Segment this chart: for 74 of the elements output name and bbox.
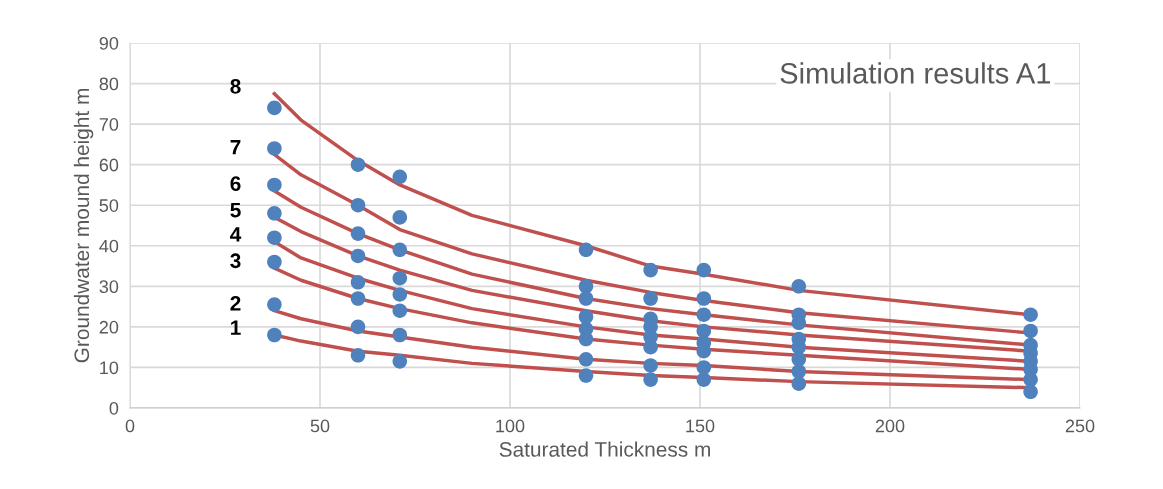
point: [267, 230, 282, 245]
point: [267, 141, 282, 156]
point: [392, 210, 408, 225]
point: [643, 372, 658, 387]
point: [1023, 384, 1038, 400]
point: [643, 291, 658, 306]
y-tick-label: 90: [99, 36, 119, 50]
point: [350, 274, 366, 290]
point: [392, 270, 408, 286]
series-label: 4: [230, 227, 242, 242]
point: [350, 347, 366, 363]
point: [696, 307, 712, 323]
point: [392, 169, 408, 185]
point: [578, 291, 594, 306]
point: [1023, 323, 1038, 339]
series-label: 3: [230, 253, 241, 269]
x-tick-label: 250: [1065, 419, 1095, 433]
point: [392, 242, 408, 258]
point: [267, 297, 282, 312]
point: [1023, 372, 1038, 387]
point: [696, 291, 712, 306]
x-tick-label: 0: [125, 419, 135, 433]
y-axis-title: Groundwater mound height m: [73, 89, 94, 363]
point: [267, 100, 282, 116]
point: [791, 279, 807, 294]
point: [392, 354, 408, 369]
point: [350, 157, 366, 172]
point: [350, 319, 366, 335]
point: [392, 287, 408, 302]
series-label: 1: [231, 320, 241, 335]
y-tick-label: 0: [109, 401, 119, 415]
point: [643, 262, 658, 278]
point: [267, 177, 282, 193]
series-label: 2: [230, 295, 241, 311]
y-tick-label: 30: [99, 280, 119, 294]
point: [392, 303, 408, 318]
x-tick-label: 100: [496, 419, 525, 433]
point: [578, 368, 594, 383]
point: [392, 327, 408, 343]
series-label: 7: [230, 140, 241, 155]
y-tick-label: 70: [99, 118, 119, 131]
x-tick-label: 200: [875, 419, 905, 433]
point: [578, 242, 594, 258]
point: [696, 360, 712, 375]
y-tick-label: 60: [99, 158, 119, 172]
y-tick-label: 20: [99, 320, 119, 334]
point: [350, 226, 366, 241]
point: [267, 206, 282, 221]
point: [350, 291, 366, 306]
point: [350, 248, 366, 264]
y-tick-label: 40: [99, 239, 119, 253]
y-tick-label: 80: [99, 77, 119, 91]
point: [643, 358, 658, 373]
y-tick-label: 10: [100, 361, 119, 375]
point: [791, 352, 807, 367]
point: [578, 352, 594, 367]
point: [696, 323, 712, 339]
x-tick-label: 50: [310, 419, 330, 433]
point: [1023, 307, 1038, 323]
point: [578, 309, 594, 325]
series-label: 6: [230, 176, 241, 192]
x-axis-title: Saturated Thickness m: [499, 441, 710, 457]
series-label: 5: [230, 202, 241, 218]
point: [696, 262, 712, 278]
point: [267, 327, 282, 343]
point: [350, 197, 366, 213]
point: [696, 372, 712, 387]
y-tick-label: 50: [99, 199, 119, 212]
point: [791, 376, 807, 391]
point: [267, 254, 282, 270]
point: [791, 364, 807, 379]
text: Simulation results A1: [780, 62, 1051, 84]
x-tick-label: 150: [686, 419, 715, 433]
series-label: 8: [230, 78, 241, 94]
